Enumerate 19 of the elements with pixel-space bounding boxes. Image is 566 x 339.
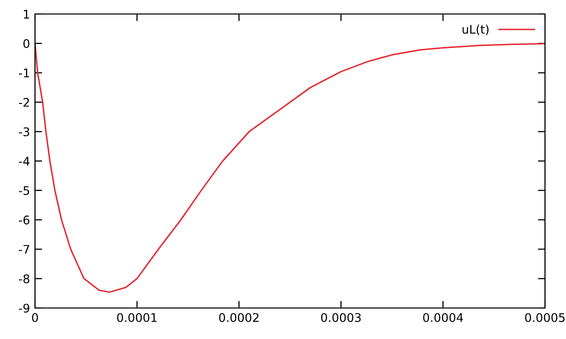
y-tick-label: -8 <box>18 274 30 284</box>
x-tick-label: 0.0002 <box>219 313 258 322</box>
y-tick-label: -4 <box>18 156 30 166</box>
y-tick-label: -9 <box>18 304 30 313</box>
x-tick-label: 0.0003 <box>321 313 361 322</box>
y-tick-label: -6 <box>18 216 30 224</box>
y-tick-label: -5 <box>18 186 30 196</box>
y-tick-label: 0 <box>23 39 30 48</box>
x-tick-label: 0.0001 <box>117 313 157 322</box>
x-tick-label: 0.0004 <box>423 313 463 322</box>
y-tick-label: -3 <box>18 127 30 136</box>
y-tick-label: -2 <box>18 98 29 107</box>
x-tick-label: 0 <box>32 313 38 322</box>
legend-label: uL(t) <box>462 24 488 36</box>
line-series <box>35 42 545 293</box>
y-tick-label: 1 <box>24 10 30 18</box>
x-tick-label: 0.0005 <box>525 313 565 322</box>
y-tick-label: -1 <box>18 68 30 78</box>
y-tick-label: -7 <box>18 245 30 254</box>
